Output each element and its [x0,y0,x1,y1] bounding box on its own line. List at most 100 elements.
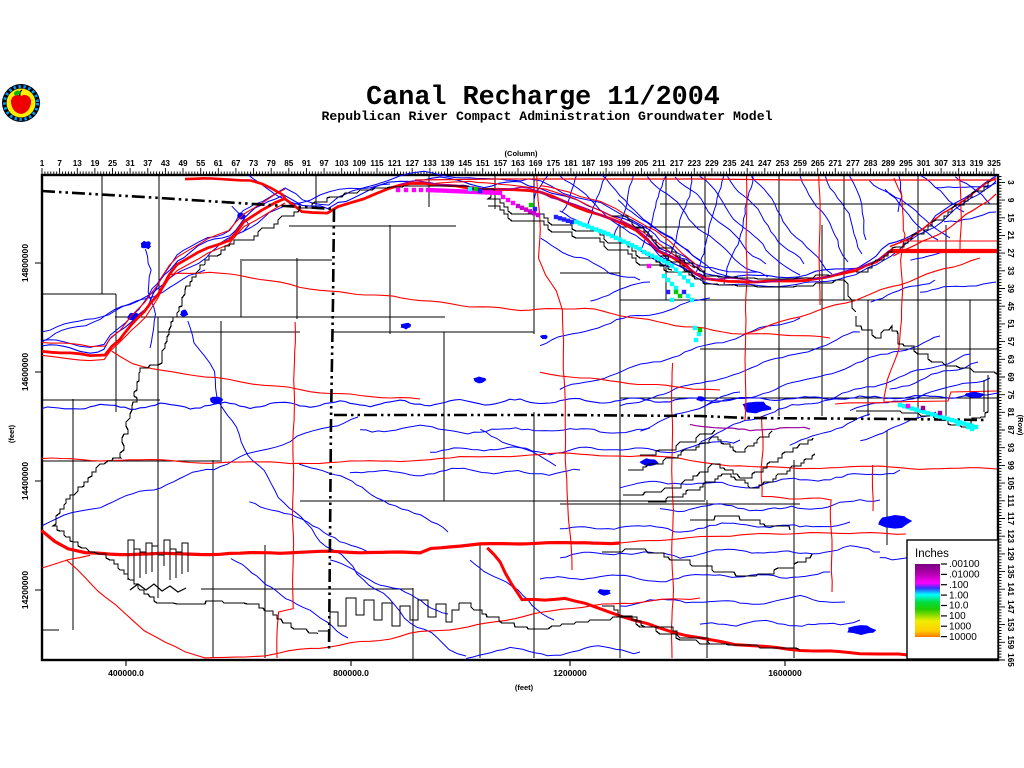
svg-text:45: 45 [1006,302,1015,312]
svg-text:1200000: 1200000 [553,668,587,678]
svg-text:129: 129 [1006,547,1015,561]
svg-text:14800000: 14800000 [20,244,30,282]
svg-text:39: 39 [1006,284,1015,294]
svg-text:109: 109 [352,159,366,168]
svg-text:259: 259 [793,159,807,168]
svg-text:14600000: 14600000 [20,353,30,391]
svg-text:325: 325 [987,159,1001,168]
svg-text:165: 165 [1006,653,1015,667]
svg-text:301: 301 [917,159,931,168]
svg-text:31: 31 [126,159,136,168]
svg-text:75: 75 [1006,390,1015,400]
svg-text:153: 153 [1006,618,1015,632]
svg-text:163: 163 [511,159,525,168]
svg-text:9: 9 [1006,198,1015,203]
svg-text:87: 87 [1006,425,1015,435]
svg-text:127: 127 [405,159,419,168]
svg-text:55: 55 [196,159,206,168]
svg-text:97: 97 [320,159,330,168]
svg-text:19: 19 [90,159,100,168]
svg-text:211: 211 [652,159,666,168]
svg-text:79: 79 [267,159,277,168]
svg-text:187: 187 [582,159,596,168]
svg-text:193: 193 [599,159,613,168]
svg-text:147: 147 [1006,600,1015,614]
svg-text:43: 43 [161,159,171,168]
svg-text:91: 91 [302,159,312,168]
svg-text:139: 139 [441,159,455,168]
svg-text:229: 229 [705,159,719,168]
svg-text:81: 81 [1006,408,1015,418]
svg-text:313: 313 [952,159,966,168]
svg-text:175: 175 [546,159,560,168]
svg-text:117: 117 [1006,512,1015,526]
svg-text:.100: .100 [949,580,969,591]
svg-text:253: 253 [776,159,790,168]
svg-text:(feet): (feet) [515,683,534,692]
svg-text:10.0: 10.0 [949,601,969,612]
svg-text:63: 63 [1006,355,1015,365]
svg-text:10000: 10000 [949,632,977,643]
svg-text:.01000: .01000 [949,570,980,581]
svg-text:14400000: 14400000 [20,462,30,500]
svg-text:57: 57 [1006,337,1015,347]
svg-text:217: 217 [670,159,684,168]
svg-text:135: 135 [1006,565,1015,579]
svg-text:Republican River Compact Admin: Republican River Compact Administration … [321,109,772,124]
svg-text:247: 247 [758,159,772,168]
svg-text:157: 157 [494,159,508,168]
svg-text:27: 27 [1006,249,1015,259]
svg-text:1: 1 [40,159,45,168]
svg-text:265: 265 [811,159,825,168]
svg-text:(feet): (feet) [7,424,16,443]
svg-text:33: 33 [1006,266,1015,276]
svg-text:159: 159 [1006,635,1015,649]
svg-text:115: 115 [370,159,384,168]
svg-text:289: 289 [881,159,895,168]
svg-text:100: 100 [949,611,966,622]
svg-text:3: 3 [1006,180,1015,185]
svg-text:7: 7 [57,159,62,168]
svg-text:73: 73 [249,159,259,168]
svg-text:141: 141 [1006,582,1015,596]
svg-text:181: 181 [564,159,578,168]
svg-text:319: 319 [970,159,984,168]
svg-text:241: 241 [740,159,754,168]
svg-text:235: 235 [723,159,737,168]
svg-text:61: 61 [214,159,224,168]
svg-text:133: 133 [423,159,437,168]
svg-text:99: 99 [1006,461,1015,471]
svg-text:1600000: 1600000 [768,668,802,678]
svg-text:307: 307 [934,159,948,168]
svg-text:283: 283 [864,159,878,168]
svg-text:21: 21 [1006,231,1015,241]
svg-text:25: 25 [108,159,118,168]
svg-text:Inches: Inches [915,548,949,560]
svg-text:49: 49 [178,159,188,168]
svg-text:14200000: 14200000 [20,571,30,609]
svg-text:121: 121 [388,159,402,168]
svg-text:277: 277 [846,159,860,168]
svg-text:37: 37 [143,159,153,168]
svg-text:15: 15 [1006,213,1015,223]
svg-text:13: 13 [73,159,83,168]
svg-text:93: 93 [1006,443,1015,453]
svg-text:.00100: .00100 [949,559,980,570]
svg-text:169: 169 [529,159,543,168]
svg-text:(Row): (Row) [1016,415,1024,436]
svg-text:271: 271 [828,159,842,168]
svg-text:(Column): (Column) [505,149,538,158]
svg-text:103: 103 [335,159,349,168]
svg-text:800000.0: 800000.0 [333,668,369,678]
svg-text:Canal Recharge 11/2004: Canal Recharge 11/2004 [366,83,720,113]
svg-text:223: 223 [687,159,701,168]
svg-text:205: 205 [635,159,649,168]
svg-text:111: 111 [1006,494,1015,507]
svg-text:67: 67 [231,159,241,168]
svg-text:145: 145 [458,159,472,168]
svg-text:51: 51 [1006,319,1015,329]
svg-text:105: 105 [1006,476,1015,490]
svg-text:1.00: 1.00 [949,590,969,601]
svg-text:295: 295 [899,159,913,168]
svg-text:85: 85 [284,159,294,168]
